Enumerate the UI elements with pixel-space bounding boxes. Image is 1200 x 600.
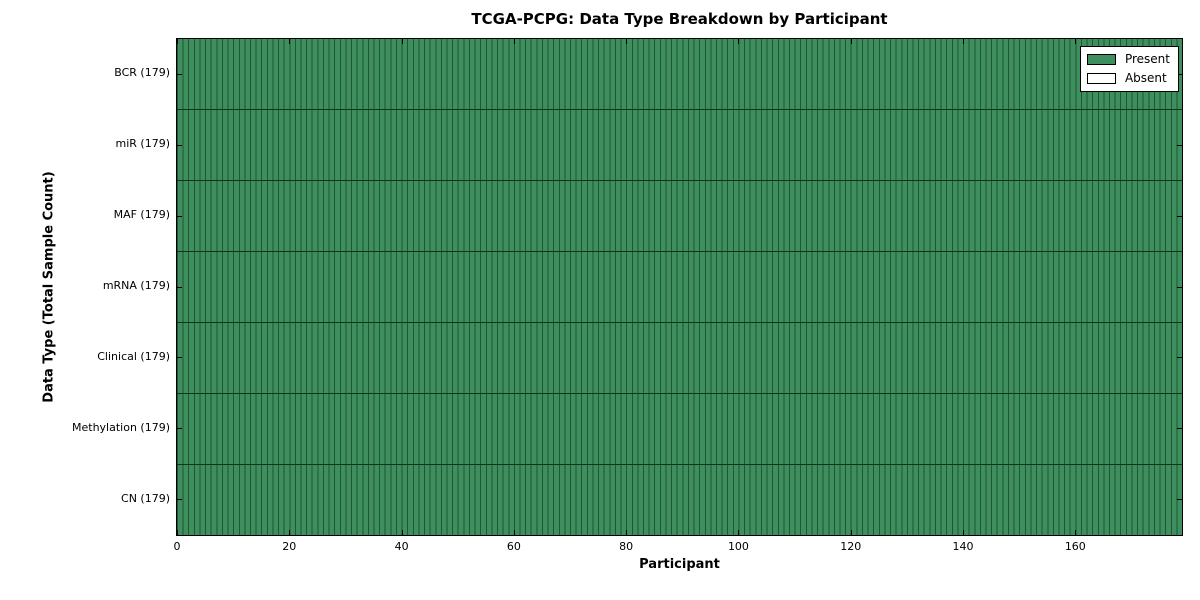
x-tick-mark-top <box>963 39 965 44</box>
x-tick-mark-bottom <box>850 530 852 535</box>
x-tick-mark-bottom <box>738 530 740 535</box>
x-axis-title: Participant <box>639 557 720 572</box>
x-tick-mark-bottom <box>963 530 965 535</box>
x-tick-mark-bottom <box>626 530 628 535</box>
legend-swatch-absent <box>1086 73 1116 84</box>
y-tick-label: BCR (179) <box>114 66 170 80</box>
heatmap-row-methylation <box>177 393 1182 464</box>
legend-label: Absent <box>1124 71 1167 85</box>
y-tick-mark-left <box>177 144 182 146</box>
heatmap-rows <box>177 39 1182 535</box>
x-tick-label: 80 <box>619 540 634 553</box>
heatmap-row-mrna <box>177 251 1182 322</box>
legend: Present Absent <box>1079 46 1179 92</box>
y-tick-label: CN (179) <box>121 491 170 505</box>
y-tick-mark-left <box>177 286 182 288</box>
y-tick-mark-right <box>1177 215 1182 217</box>
y-tick-mark-right <box>1177 428 1182 430</box>
heatmap-row-bcr <box>177 39 1182 109</box>
y-tick-mark-right <box>1177 144 1182 146</box>
x-tick-mark-top <box>1075 39 1077 44</box>
x-tick-mark-top <box>626 39 628 44</box>
x-tick-label: 20 <box>282 540 297 553</box>
legend-entry-absent: Absent <box>1086 71 1170 85</box>
x-tick-mark-top <box>513 39 515 44</box>
x-tick-label: 140 <box>952 540 974 553</box>
y-tick-label: MAF (179) <box>113 208 170 222</box>
y-tick-mark-right <box>1177 499 1182 501</box>
x-tick-mark-top <box>289 39 291 44</box>
heatmap-row-mir <box>177 109 1182 180</box>
heatmap-row-cn <box>177 464 1182 535</box>
x-tick-label: 100 <box>727 540 749 553</box>
x-tick-label: 40 <box>394 540 409 553</box>
y-tick-mark-right <box>1177 73 1182 75</box>
chart-title: TCGA-PCPG: Data Type Breakdown by Partic… <box>471 10 888 28</box>
y-tick-mark-right <box>1177 357 1182 359</box>
legend-swatch-present <box>1086 54 1116 65</box>
y-tick-label: miR (179) <box>115 137 171 151</box>
legend-entry-present: Present <box>1086 52 1170 66</box>
y-tick-label: mRNA (179) <box>102 279 170 292</box>
y-tick-mark-left <box>177 215 182 217</box>
x-tick-mark-top <box>177 39 178 44</box>
heatmap-row-maf <box>177 180 1182 251</box>
y-tick-mark-left <box>177 73 182 75</box>
heatmap-row-clinical <box>177 322 1182 393</box>
x-tick-mark-top <box>401 39 403 44</box>
x-tick-label: 160 <box>1064 540 1086 553</box>
x-tick-mark-top <box>738 39 740 44</box>
plot-area: Present Absent <box>176 38 1183 536</box>
y-tick-mark-right <box>1177 286 1182 288</box>
x-tick-mark-top <box>850 39 852 44</box>
legend-label: Present <box>1124 52 1170 66</box>
x-tick-label: 60 <box>506 540 521 553</box>
x-tick-mark-bottom <box>1075 530 1077 535</box>
x-tick-mark-bottom <box>401 530 403 535</box>
y-tick-mark-left <box>177 499 182 501</box>
y-tick-label: Clinical (179) <box>97 349 170 363</box>
x-tick-label: 120 <box>840 540 862 553</box>
y-tick-mark-left <box>177 428 182 430</box>
x-tick-mark-bottom <box>289 530 291 535</box>
y-tick-mark-left <box>177 357 182 359</box>
y-tick-label: Methylation (179) <box>72 420 170 434</box>
x-tick-label: 0 <box>173 540 181 553</box>
x-tick-mark-bottom <box>513 530 515 535</box>
x-tick-mark-bottom <box>177 530 178 535</box>
